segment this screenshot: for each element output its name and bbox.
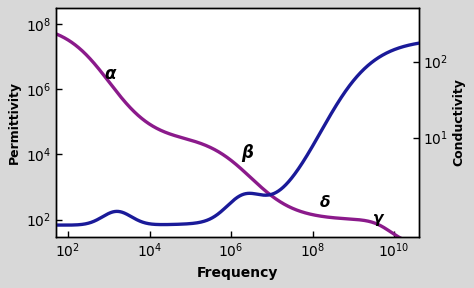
- Text: δ: δ: [320, 195, 330, 210]
- Text: γ: γ: [373, 211, 383, 226]
- Text: α: α: [105, 65, 116, 83]
- X-axis label: Frequency: Frequency: [196, 266, 278, 280]
- Y-axis label: Permittivity: Permittivity: [9, 81, 21, 164]
- Text: β: β: [241, 143, 253, 162]
- Y-axis label: Conductivity: Conductivity: [453, 79, 465, 166]
